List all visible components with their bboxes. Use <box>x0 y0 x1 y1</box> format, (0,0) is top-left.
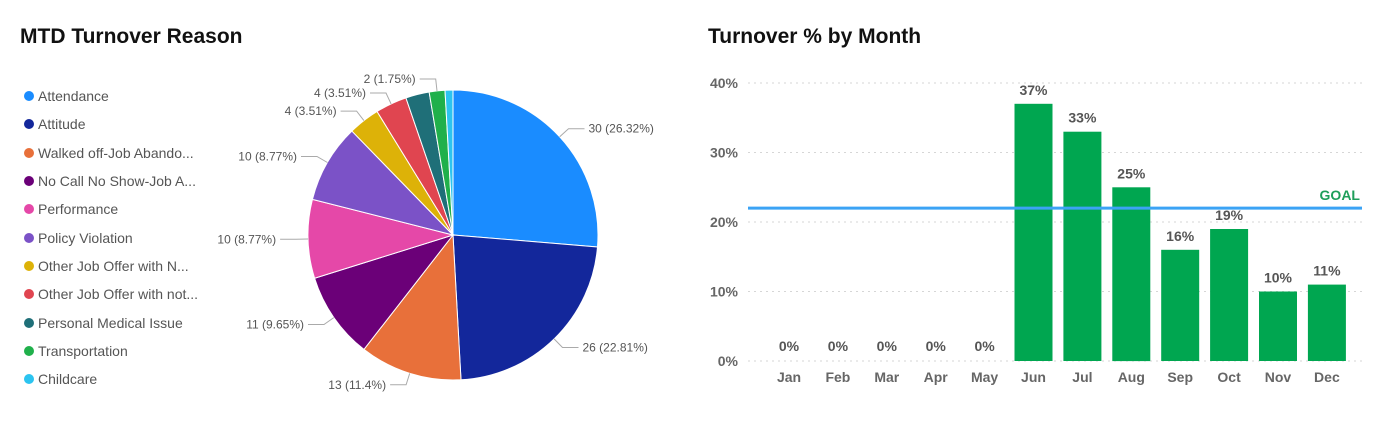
legend-item: Childcare <box>24 365 224 393</box>
y-tick-label: 0% <box>718 353 739 369</box>
pie-data-label: 4 (3.51%) <box>285 104 337 118</box>
legend-item: Performance <box>24 195 224 223</box>
legend-item: Attendance <box>24 82 224 110</box>
legend-label: Personal Medical Issue <box>38 314 183 331</box>
turnover-reason-pie-chart: 30 (26.32%) 26 (22.81%) 13 (11.4%) 11 (9.65… <box>217 72 654 392</box>
pie-slice <box>452 89 599 248</box>
pie-data-label: 10 (8.77%) <box>217 232 276 246</box>
x-tick-label: Jan <box>777 369 801 385</box>
bar <box>1210 229 1249 361</box>
legend-item: Personal Medical Issue <box>24 308 224 336</box>
legend-label: Policy Violation <box>38 229 133 246</box>
legend-swatch <box>24 147 34 158</box>
x-tick-label: Apr <box>924 369 949 385</box>
bar-value-label: 16% <box>1166 228 1195 244</box>
pie-data-label: 30 (26.32%) <box>589 122 654 136</box>
legend-item: Transportation <box>24 337 224 365</box>
pie-slice <box>363 233 462 381</box>
legend-item: Policy Violation <box>24 223 224 251</box>
pie-data-label: 13 (11.4%) <box>328 378 386 392</box>
y-tick-label: 20% <box>710 214 739 230</box>
legend-item: No Call No Show-Job A... <box>24 167 224 195</box>
bar-value-label: 0% <box>974 338 995 354</box>
pie-leader-line <box>390 373 411 386</box>
pie-leader-line <box>340 110 365 121</box>
bar-value-label: 0% <box>779 338 800 354</box>
legend-label: Transportation <box>38 342 128 359</box>
legend-swatch <box>24 119 34 130</box>
pie-slice <box>444 89 454 236</box>
legend-label: Walked off-Job Abando... <box>38 144 194 161</box>
pie-slice <box>313 234 455 351</box>
legend-swatch <box>24 204 34 215</box>
legend-item: Other Job Offer with not... <box>24 280 224 308</box>
pie-slice <box>452 234 599 381</box>
bar <box>1307 284 1346 361</box>
legend-swatch <box>24 91 34 102</box>
pie-leader-line <box>559 128 585 138</box>
bar-value-label: 25% <box>1117 165 1146 181</box>
legend-item: Other Job Offer with N... <box>24 252 224 280</box>
legend-item: Walked off-Job Abando... <box>24 139 224 167</box>
legend-swatch <box>24 176 34 187</box>
x-tick-label: Oct <box>1217 369 1241 385</box>
legend-label: Other Job Offer with not... <box>38 286 199 303</box>
x-tick-label: Dec <box>1314 369 1340 385</box>
legend-item: Attitude <box>24 110 224 138</box>
bar-value-label: 11% <box>1313 263 1341 279</box>
pie-legend: Attendance Attitude Walked off-Job Abando.… <box>24 82 224 393</box>
x-tick-label: Jul <box>1072 369 1092 385</box>
y-tick-label: 40% <box>710 75 739 91</box>
bar <box>1259 291 1297 361</box>
pie-data-label: 10 (8.77%) <box>238 150 297 164</box>
legend-label: Other Job Offer with N... <box>38 257 189 274</box>
goal-label: GOAL <box>1320 187 1361 203</box>
legend-label: Attendance <box>38 88 109 105</box>
pie-leader-line <box>301 156 328 163</box>
pie-leader-line <box>370 92 392 105</box>
turnover-by-month-bar-chart: 0% 10% 20% 30% 40% 0% Jan 0% Feb 0% Mar 0% Apr 0% May 3… <box>710 75 1362 385</box>
pie-leader-line <box>308 317 335 325</box>
legend-label: Attitude <box>38 116 86 133</box>
bar-value-label: 19% <box>1215 207 1244 223</box>
x-tick-label: May <box>971 369 998 385</box>
pie-data-label: 11 (9.65%) <box>246 318 304 332</box>
turnover-reason-title: MTD Turnover Reason <box>20 25 243 48</box>
x-tick-label: Feb <box>825 369 850 385</box>
bar-value-label: 33% <box>1068 110 1097 126</box>
legend-swatch <box>24 232 34 243</box>
bar-value-label: 10% <box>1264 270 1293 286</box>
x-tick-label: Mar <box>874 369 899 385</box>
legend-label: No Call No Show-Job A... <box>38 173 196 190</box>
x-tick-label: Sep <box>1167 369 1193 385</box>
pie-data-label: 4 (3.51%) <box>314 86 366 100</box>
y-tick-label: 10% <box>710 284 739 300</box>
pie-data-label: 2 (1.75%) <box>364 72 416 86</box>
x-tick-label: Nov <box>1265 369 1292 385</box>
legend-label: Performance <box>38 201 119 218</box>
legend-swatch <box>24 345 34 356</box>
x-tick-label: Aug <box>1118 369 1145 385</box>
bar <box>1161 249 1200 361</box>
turnover-by-month-title: Turnover % by Month <box>708 25 922 48</box>
pie-leader-line <box>419 78 438 91</box>
turnover-by-month-panel: Turnover % by Month 0% 10% 20% 30% 40% 0% Jan 0… <box>690 0 1377 445</box>
bar <box>1063 131 1102 361</box>
bar <box>1112 187 1151 362</box>
legend-label: Childcare <box>38 371 98 388</box>
pie-leader-line <box>553 338 579 348</box>
bar-value-label: 0% <box>877 338 898 354</box>
legend-swatch <box>24 260 34 271</box>
bar <box>1014 103 1053 362</box>
y-tick-label: 30% <box>710 145 739 161</box>
turnover-reason-panel: MTD Turnover Reason Attendance Attitude Wa… <box>0 0 680 445</box>
legend-swatch <box>24 317 34 328</box>
legend-swatch <box>24 374 34 385</box>
x-tick-label: Jun <box>1021 369 1046 385</box>
bar-value-label: 0% <box>926 338 947 354</box>
bar-value-label: 0% <box>828 338 849 354</box>
bar-value-label: 37% <box>1019 82 1048 98</box>
pie-data-label: 26 (22.81%) <box>583 341 648 355</box>
legend-swatch <box>24 289 34 300</box>
